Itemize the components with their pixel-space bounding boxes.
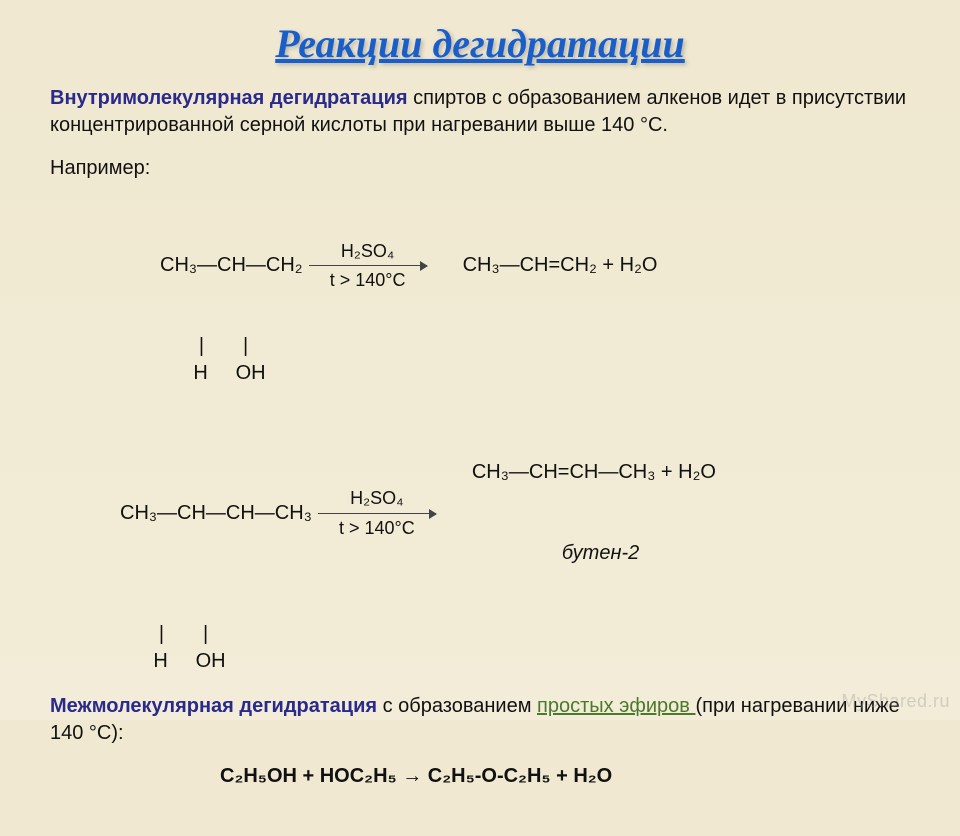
intro-bold-lead: Внутримолекулярная дегидратация bbox=[50, 87, 408, 109]
slide-title: Реакции дегидратации bbox=[40, 20, 920, 67]
arrow-line-icon bbox=[309, 265, 427, 266]
example-label: Например: bbox=[40, 155, 920, 182]
eq2-product-name: бутен-2 bbox=[472, 540, 716, 567]
inter-bold-lead: Межмолекулярная дегидратация bbox=[50, 695, 377, 717]
arrow-line-icon bbox=[318, 513, 436, 514]
eq2-product-formula: CH₃―CH=CH―CH₃ + H₂O bbox=[472, 459, 716, 486]
eq2-arrow: H₂SO₄ t > 140°С bbox=[312, 486, 442, 540]
equation-3: C₂H₅OH + HOC₂H₅ → C₂H₅-O-C₂H₅ + H₂O bbox=[40, 763, 920, 790]
ethers-link[interactable]: простых эфиров bbox=[537, 695, 695, 717]
eq1-product: CH₃―CH=CH₂ + H₂O bbox=[433, 252, 658, 279]
equation-1: CH₃―CH―CH₂ H₂SO₄ t > 140°С CH₃―CH=CH₂ + … bbox=[40, 198, 920, 387]
eq1-arrow: H₂SO₄ t > 140°С bbox=[303, 239, 433, 293]
eq1-catalyst: H₂SO₄ bbox=[341, 241, 394, 261]
eq2-reactant-bonds: | | bbox=[40, 621, 920, 648]
eq1-condition: t > 140°С bbox=[330, 270, 406, 290]
inter-paragraph: Межмолекулярная дегидратация с образован… bbox=[40, 693, 920, 747]
eq1-reactant-subst: H OH bbox=[40, 360, 920, 387]
eq1-reactant: CH₃―CH―CH₂ bbox=[160, 198, 303, 333]
slide-body: Внутримолекулярная дегидратация спиртов … bbox=[40, 85, 920, 790]
slide-container: Реакции дегидратации Внутримолекулярная … bbox=[0, 0, 960, 836]
eq2-reactant-line1: CH₃―CH―CH―CH₃ bbox=[120, 500, 312, 527]
intro-paragraph: Внутримолекулярная дегидратация спиртов … bbox=[40, 85, 920, 139]
eq2-catalyst: H₂SO₄ bbox=[350, 488, 403, 508]
eq2-product: CH₃―CH=CH―CH₃ + H₂O бутен-2 bbox=[442, 405, 716, 621]
equation-2: CH₃―CH―CH―CH₃ H₂SO₄ t > 140°С CH₃―CH=CH―… bbox=[40, 405, 920, 675]
eq1-reactant-line1: CH₃―CH―CH₂ bbox=[160, 252, 303, 279]
eq2-reactant-subst: H OH bbox=[40, 648, 920, 675]
eq1-reactant-bonds: | | bbox=[40, 333, 920, 360]
inter-mid: с образованием bbox=[377, 695, 537, 717]
eq2-reactant: CH₃―CH―CH―CH₃ bbox=[120, 446, 312, 581]
eq2-condition: t > 140°С bbox=[339, 518, 415, 538]
watermark: MyShared.ru bbox=[841, 691, 950, 712]
